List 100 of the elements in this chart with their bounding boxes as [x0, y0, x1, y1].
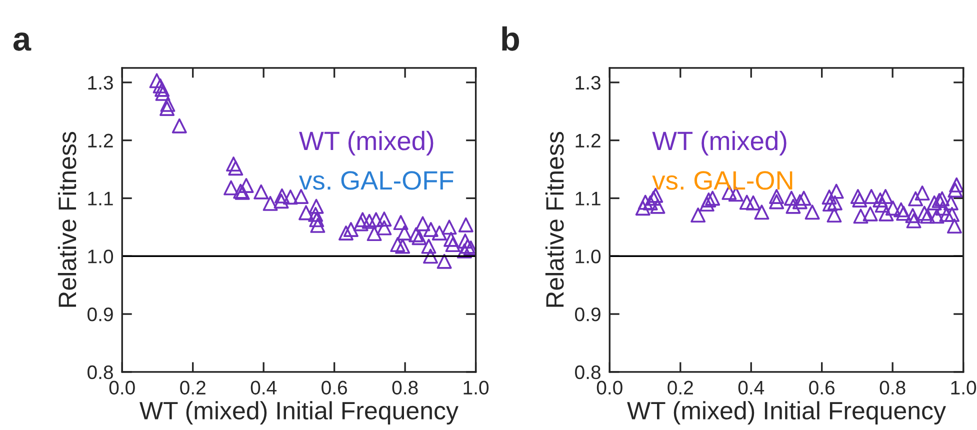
- point: [916, 206, 932, 221]
- y-tick-label: 0.8: [88, 365, 113, 380]
- x-tick-label: 1.0: [951, 380, 976, 395]
- point: [160, 100, 175, 116]
- x-tick-label: 0.2: [668, 380, 693, 395]
- point: [412, 230, 427, 246]
- point: [946, 218, 962, 234]
- point: [705, 190, 720, 206]
- y-axis-title: Relative Fitness: [58, 132, 76, 307]
- point: [864, 189, 879, 204]
- point: [769, 189, 784, 204]
- annotation: vs. GAL-ON: [652, 171, 792, 190]
- y-tick-label: 1.0: [576, 250, 601, 264]
- point: [262, 196, 278, 211]
- point: [432, 225, 447, 240]
- point: [929, 208, 944, 224]
- point: [362, 214, 377, 229]
- point: [282, 190, 298, 205]
- point: [423, 248, 438, 264]
- point: [914, 186, 930, 201]
- point: [905, 208, 920, 224]
- x-tick-label: 0.2: [180, 380, 206, 395]
- point: [393, 215, 408, 230]
- point: [343, 222, 358, 237]
- y-tick-label: 0.9: [575, 308, 600, 322]
- point: [338, 225, 354, 240]
- point: [948, 182, 963, 198]
- point: [635, 200, 650, 216]
- point: [355, 212, 370, 228]
- point: [298, 205, 314, 220]
- point: [254, 184, 269, 200]
- point: [792, 194, 808, 210]
- x-axis-title: WT (mixed) Initial Frequency: [627, 401, 946, 424]
- point: [310, 218, 326, 233]
- y-tick-label: 1.1: [88, 192, 113, 206]
- point: [390, 237, 406, 252]
- point: [274, 194, 289, 209]
- point: [172, 118, 187, 134]
- point: [872, 192, 888, 208]
- point: [408, 227, 424, 242]
- point: [754, 204, 770, 220]
- point: [896, 206, 912, 221]
- point: [862, 206, 878, 222]
- point: [436, 254, 452, 269]
- point: [826, 208, 842, 223]
- point: [739, 194, 754, 210]
- point: [224, 180, 239, 196]
- point: [228, 160, 244, 176]
- x-tick-label: 0.0: [596, 380, 622, 395]
- point: [699, 196, 714, 212]
- point: [828, 184, 844, 199]
- point: [943, 195, 958, 210]
- point: [784, 190, 799, 206]
- y-tick-label: 1.3: [88, 76, 113, 90]
- x-tick-label: 0.6: [322, 380, 347, 395]
- point: [878, 189, 894, 204]
- point: [368, 212, 384, 228]
- point: [926, 195, 942, 210]
- point: [308, 206, 324, 222]
- point: [309, 212, 324, 228]
- point: [226, 156, 242, 172]
- point: [827, 195, 842, 210]
- x-tick-label: 0.6: [809, 380, 835, 395]
- point: [850, 189, 866, 204]
- point: [149, 73, 164, 88]
- point: [852, 192, 868, 208]
- x-tick-label: 0.8: [392, 380, 418, 395]
- y-axis-title: Relative Fitness: [545, 132, 564, 307]
- point: [366, 226, 382, 242]
- x-axis-title: WT (mixed) Initial Frequency: [140, 401, 458, 424]
- point: [308, 198, 324, 214]
- point: [932, 193, 947, 208]
- y-tick-label: 1.2: [576, 134, 600, 148]
- point: [376, 212, 392, 227]
- y-tick-label: 0.9: [88, 308, 113, 322]
- point: [920, 208, 936, 224]
- point: [853, 208, 868, 224]
- x-tick-label: 0.4: [250, 380, 277, 395]
- point: [934, 191, 950, 206]
- point: [769, 194, 784, 210]
- point: [949, 177, 964, 192]
- point: [396, 225, 412, 240]
- point: [294, 189, 309, 204]
- x-tick-label: 0.4: [738, 380, 764, 395]
- x-tick-label: 1.0: [464, 380, 489, 395]
- x-tick-label: 0.8: [880, 380, 906, 395]
- point: [458, 217, 474, 232]
- point: [690, 208, 706, 223]
- point: [894, 202, 909, 218]
- point: [353, 216, 368, 232]
- point: [445, 237, 460, 252]
- point: [796, 190, 812, 206]
- point: [878, 206, 894, 222]
- x-tick-label: 0.0: [109, 380, 135, 395]
- point: [395, 238, 410, 254]
- point: [274, 188, 290, 204]
- y-tick-label: 1.1: [576, 192, 600, 206]
- point: [415, 216, 430, 232]
- point: [442, 220, 457, 235]
- point: [822, 196, 838, 212]
